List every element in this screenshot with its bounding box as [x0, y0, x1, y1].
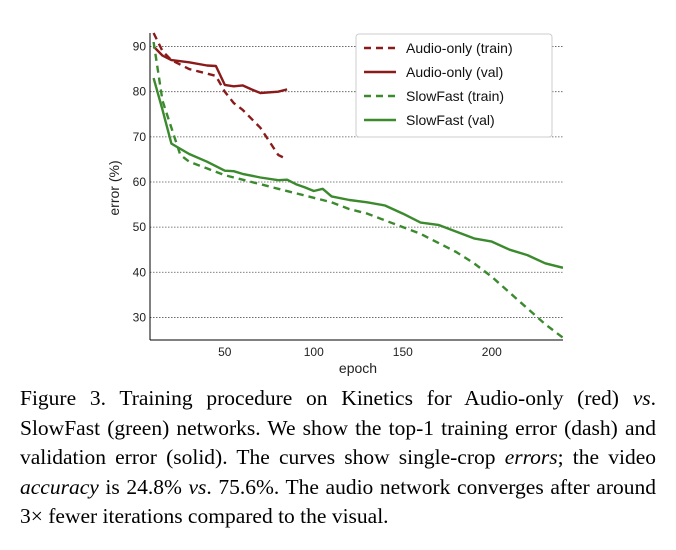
- caption-text-5: . 75.6%. The audio network converges aft…: [20, 474, 657, 529]
- caption-text-1: Training procedure on Kinetics for Audio…: [106, 386, 633, 410]
- caption-text-3: ; the video: [557, 445, 656, 469]
- series-line-1: [152, 32, 288, 161]
- figure-caption: Figure 3. Training procedure on Kinetics…: [20, 384, 656, 532]
- caption-label: Figure 3.: [20, 386, 106, 410]
- y-tick-label-40: 40: [133, 265, 147, 279]
- legend-label-1: Audio-only (train): [406, 40, 513, 56]
- y-tick-label-70: 70: [133, 130, 147, 144]
- training-curves-chart: 30 40 50 60 70 80 90 50 100 150 200 epoch error (%…: [106, 32, 563, 376]
- caption-vs-1: vs: [632, 386, 651, 410]
- series-line-4: [152, 77, 563, 269]
- caption-text-2: . SlowFast (green) networks. We show the…: [20, 386, 656, 469]
- x-tick-label-100: 100: [304, 345, 324, 359]
- y-axis-label: error (%): [106, 160, 122, 215]
- series-layer: [152, 32, 563, 339]
- y-tick-label-30: 30: [133, 310, 147, 324]
- legend-label-2: Audio-only (val): [406, 64, 503, 80]
- x-tick-label-200: 200: [482, 345, 502, 359]
- legend: Audio-only (train) Audio-only (val) SlowFa…: [355, 33, 553, 138]
- legend-label-3: SlowFast (train): [406, 88, 504, 104]
- series-line-2: [152, 45, 288, 95]
- tick-labels: 30 40 50 60 70 80 90 50 100 150 200: [133, 40, 502, 359]
- y-tick-label-80: 80: [133, 85, 147, 99]
- caption-accuracy: accuracy: [20, 474, 99, 499]
- x-tick-label-150: 150: [393, 345, 413, 359]
- x-axis-label: epoch: [339, 360, 377, 376]
- y-tick-label-60: 60: [133, 175, 147, 189]
- caption-vs-2: vs: [188, 474, 207, 499]
- legend-box: [355, 33, 553, 138]
- caption-text-4: is 24.8%: [98, 474, 189, 499]
- series-line-3: [152, 41, 563, 339]
- legend-label-4: SlowFast (val): [406, 112, 495, 128]
- y-tick-label-50: 50: [133, 220, 147, 234]
- caption-errors: errors: [504, 445, 558, 469]
- x-tick-label-50: 50: [218, 345, 232, 359]
- y-tick-label-90: 90: [133, 40, 147, 54]
- axes: [149, 33, 563, 341]
